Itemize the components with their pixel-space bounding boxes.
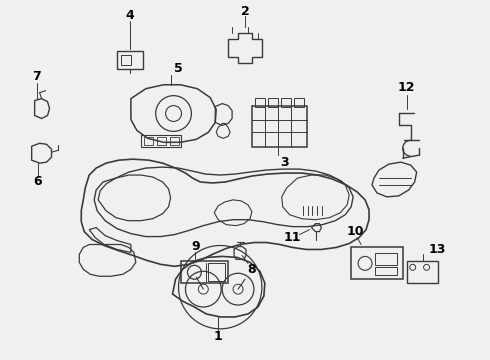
Text: 5: 5 (174, 62, 183, 75)
Bar (208, 264, 225, 281)
Bar (294, 98, 303, 107)
Text: 2: 2 (241, 5, 249, 18)
Bar (255, 98, 265, 107)
Bar (281, 98, 291, 107)
Text: 4: 4 (125, 9, 134, 22)
Bar (268, 98, 278, 107)
Text: 7: 7 (32, 70, 41, 83)
Bar (375, 253, 397, 265)
Bar (121, 55, 131, 65)
Text: 8: 8 (247, 263, 256, 276)
Bar (375, 267, 397, 275)
Bar (252, 105, 307, 147)
Bar (144, 137, 153, 145)
Text: 1: 1 (214, 330, 222, 343)
Text: 3: 3 (280, 156, 289, 168)
Text: 9: 9 (191, 240, 200, 253)
Bar (170, 137, 178, 145)
Text: 6: 6 (33, 175, 42, 189)
Bar (180, 261, 228, 283)
Bar (157, 137, 166, 145)
Bar (141, 135, 180, 147)
Bar (351, 247, 403, 279)
Bar (117, 51, 143, 69)
Bar (407, 261, 439, 283)
Text: 10: 10 (346, 225, 364, 238)
Text: 13: 13 (429, 243, 446, 256)
Text: 12: 12 (398, 81, 416, 94)
Text: 11: 11 (284, 231, 301, 244)
